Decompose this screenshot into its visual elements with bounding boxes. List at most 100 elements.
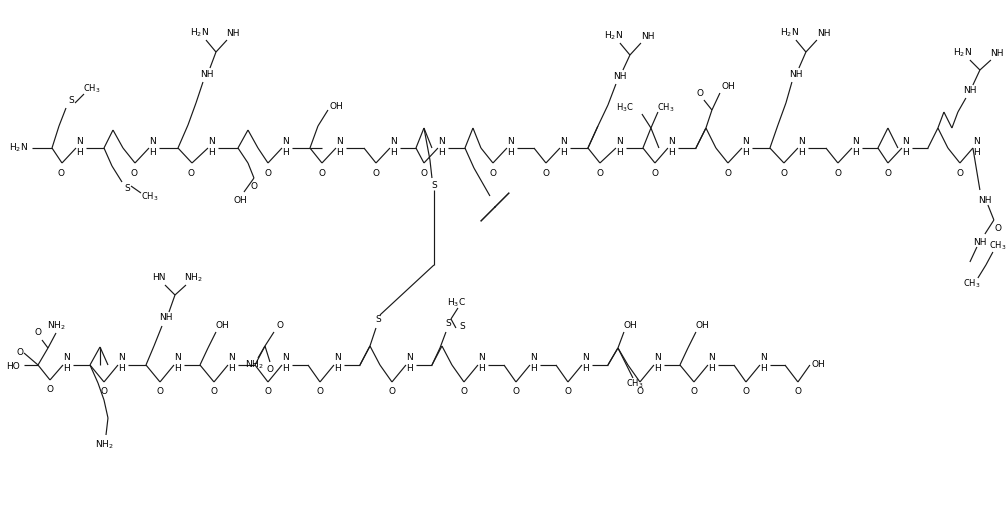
Text: H$_2$N: H$_2$N (9, 142, 28, 154)
Text: O: O (690, 387, 697, 396)
Text: H: H (560, 148, 567, 157)
Text: H: H (150, 148, 156, 157)
Text: S: S (459, 322, 465, 332)
Text: O: O (277, 321, 284, 331)
Text: CH$_3$: CH$_3$ (83, 83, 101, 95)
Text: N: N (119, 353, 126, 363)
Text: O: O (742, 387, 749, 396)
Text: H$_2$N: H$_2$N (605, 30, 624, 42)
Text: CH$_3$: CH$_3$ (657, 102, 675, 114)
Text: N: N (439, 136, 446, 146)
Text: H: H (439, 148, 446, 157)
Text: O: O (16, 348, 23, 357)
Text: NH$_2$: NH$_2$ (46, 320, 65, 332)
Text: N: N (761, 353, 768, 363)
Text: H: H (617, 148, 624, 157)
Text: NH: NH (200, 69, 213, 79)
Text: H: H (974, 148, 980, 157)
Text: H: H (508, 148, 514, 157)
Text: O: O (34, 329, 41, 338)
Text: CH$_3$: CH$_3$ (141, 191, 159, 203)
Text: NH: NH (641, 31, 655, 41)
Text: O: O (696, 89, 703, 97)
Text: N: N (617, 136, 624, 146)
Text: H: H (530, 365, 537, 374)
Text: H: H (799, 148, 805, 157)
Text: N: N (708, 353, 715, 363)
Text: O: O (319, 168, 326, 177)
Text: CH$_3$: CH$_3$ (626, 378, 644, 390)
Text: N: N (406, 353, 413, 363)
Text: NH: NH (789, 69, 803, 79)
Text: NH$_2$: NH$_2$ (95, 439, 114, 451)
Text: OH: OH (215, 321, 228, 331)
Text: O: O (795, 387, 802, 396)
Text: NH: NH (978, 196, 992, 204)
Text: O: O (637, 387, 644, 396)
Text: H: H (761, 365, 768, 374)
Text: O: O (564, 387, 571, 396)
Text: H$_3$C: H$_3$C (447, 297, 466, 309)
Text: H: H (208, 148, 215, 157)
Text: O: O (157, 387, 164, 396)
Text: S: S (432, 180, 437, 190)
Text: N: N (150, 136, 156, 146)
Text: N: N (852, 136, 859, 146)
Text: S: S (124, 184, 130, 193)
Text: N: N (799, 136, 805, 146)
Text: H: H (283, 365, 290, 374)
Text: O: O (210, 387, 217, 396)
Text: NH: NH (226, 28, 239, 38)
Text: O: O (834, 168, 841, 177)
Text: S: S (68, 95, 73, 104)
Text: H: H (76, 148, 83, 157)
Text: N: N (582, 353, 590, 363)
Text: CH$_3$: CH$_3$ (989, 240, 1006, 252)
Text: OH: OH (695, 321, 709, 331)
Text: O: O (652, 168, 659, 177)
Text: N: N (669, 136, 675, 146)
Text: O: O (57, 168, 64, 177)
Text: NH: NH (159, 313, 173, 322)
Text: H: H (335, 365, 341, 374)
Text: OH: OH (623, 321, 637, 331)
Text: N: N (175, 353, 181, 363)
Text: S: S (375, 315, 381, 324)
Text: NH: NH (990, 49, 1004, 57)
Text: NH: NH (963, 86, 977, 94)
Text: O: O (267, 366, 274, 375)
Text: N: N (390, 136, 397, 146)
Text: O: O (512, 387, 519, 396)
Text: O: O (884, 168, 891, 177)
Text: O: O (490, 168, 496, 177)
Text: O: O (46, 385, 53, 394)
Text: H: H (390, 148, 397, 157)
Text: OH: OH (329, 101, 343, 111)
Text: H$_3$C: H$_3$C (616, 102, 634, 114)
Text: N: N (208, 136, 215, 146)
Text: N: N (76, 136, 83, 146)
Text: N: N (479, 353, 485, 363)
Text: O: O (250, 182, 258, 191)
Text: O: O (461, 387, 468, 396)
Text: O: O (994, 224, 1001, 233)
Text: NH: NH (817, 28, 831, 38)
Text: H: H (708, 365, 715, 374)
Text: S: S (445, 319, 451, 329)
Text: H: H (479, 365, 485, 374)
Text: O: O (781, 168, 788, 177)
Text: CH$_3$: CH$_3$ (963, 278, 981, 290)
Text: H: H (742, 148, 749, 157)
Text: OH: OH (811, 360, 825, 370)
Text: NH: NH (973, 237, 987, 246)
Text: H: H (119, 365, 126, 374)
Text: N: N (335, 353, 341, 363)
Text: O: O (542, 168, 549, 177)
Text: H: H (337, 148, 343, 157)
Text: H: H (655, 365, 661, 374)
Text: N: N (337, 136, 343, 146)
Text: HO: HO (6, 363, 20, 372)
Text: O: O (101, 387, 108, 396)
Text: O: O (265, 387, 272, 396)
Text: H: H (669, 148, 675, 157)
